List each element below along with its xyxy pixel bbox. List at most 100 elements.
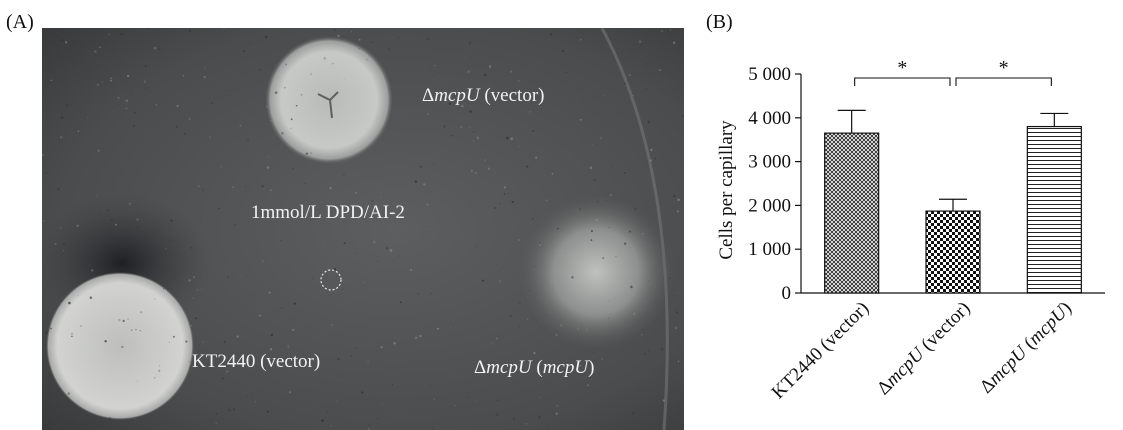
speckle <box>254 400 257 403</box>
speckle <box>229 77 231 79</box>
speckle <box>76 224 79 227</box>
speckle <box>417 292 420 295</box>
speckle <box>158 47 161 51</box>
speckle <box>163 288 165 290</box>
speckle <box>494 206 497 210</box>
speckle <box>295 104 298 107</box>
speckle <box>640 334 643 336</box>
capillary-bar-chart: Cells per capillary 0 1 000 2 000 3 000 4 00… <box>700 28 1123 430</box>
speckle <box>117 103 119 106</box>
speckle <box>608 227 610 229</box>
speckle <box>539 244 541 246</box>
speckle <box>591 143 593 145</box>
speckle <box>89 296 93 299</box>
speckle <box>215 265 217 266</box>
speckle <box>110 77 112 79</box>
speckle <box>448 102 452 105</box>
panel-a-label: (A) <box>6 11 34 33</box>
speckle <box>182 75 185 77</box>
speckle <box>467 396 469 398</box>
speckle <box>519 302 521 304</box>
speckle <box>496 264 498 266</box>
speckle <box>175 126 178 128</box>
speckle <box>670 29 671 31</box>
speckle <box>295 361 297 363</box>
speckle <box>557 227 559 230</box>
speckle <box>595 218 598 222</box>
speckle <box>562 49 565 53</box>
speckle <box>226 370 229 373</box>
speckle <box>170 219 173 222</box>
label-mutant-vector: ΔmcpU (vector) <box>422 85 545 106</box>
speckle <box>243 50 246 53</box>
speckle <box>615 256 617 257</box>
speckle <box>153 232 155 234</box>
speckle <box>525 423 528 425</box>
speckle <box>460 126 463 128</box>
colony-wildtype <box>46 272 194 420</box>
speckle <box>108 417 112 420</box>
speckle <box>262 260 264 262</box>
speckle <box>247 139 249 141</box>
speckle <box>596 201 599 203</box>
speckle <box>650 148 653 152</box>
speckle <box>111 219 113 221</box>
speckle <box>215 422 217 424</box>
significance-bracket <box>854 77 951 86</box>
speckle <box>53 427 55 429</box>
speckle <box>220 166 222 168</box>
speckle <box>414 180 418 183</box>
speckle <box>406 102 408 103</box>
speckle <box>259 314 261 317</box>
speckle <box>209 136 211 138</box>
speckle <box>236 335 239 338</box>
speckle <box>80 325 82 327</box>
speckle <box>337 34 340 38</box>
speckle <box>464 57 466 59</box>
speckle <box>382 403 384 405</box>
speckle <box>292 167 294 169</box>
speckle <box>172 276 174 278</box>
bar <box>925 210 981 294</box>
speckle <box>204 67 206 69</box>
speckle <box>77 294 79 296</box>
speckle <box>503 186 507 189</box>
speckle <box>410 268 413 272</box>
speckle <box>138 270 141 273</box>
significance-brackets: * * <box>854 57 1052 86</box>
speckle <box>496 413 499 416</box>
speckle <box>269 119 271 122</box>
speckle <box>240 274 242 276</box>
speckle <box>633 312 636 315</box>
speckle <box>264 35 268 39</box>
speckle <box>210 102 213 105</box>
speckle <box>633 235 635 237</box>
speckle <box>133 111 136 114</box>
speckle <box>189 29 191 32</box>
speckle <box>385 247 389 250</box>
speckle <box>388 48 390 50</box>
speckle <box>115 223 117 226</box>
speckle <box>470 169 473 172</box>
speckle <box>363 281 365 283</box>
speckle <box>436 327 439 330</box>
speckle <box>540 397 541 399</box>
speckle <box>356 252 358 254</box>
speckle <box>333 267 337 271</box>
speckle <box>472 130 475 133</box>
speckle <box>266 166 270 169</box>
speckle <box>97 84 99 86</box>
speckle <box>443 125 446 128</box>
speckle <box>632 94 634 96</box>
speckle <box>107 209 110 212</box>
speckle <box>484 73 487 76</box>
speckle <box>343 174 345 176</box>
speckle <box>64 41 68 44</box>
speckle <box>325 33 327 35</box>
speckle <box>130 329 133 331</box>
speckle <box>95 195 97 197</box>
speckle <box>143 80 146 83</box>
speckle <box>468 42 472 45</box>
speckle <box>136 380 139 382</box>
speckle <box>354 191 357 194</box>
